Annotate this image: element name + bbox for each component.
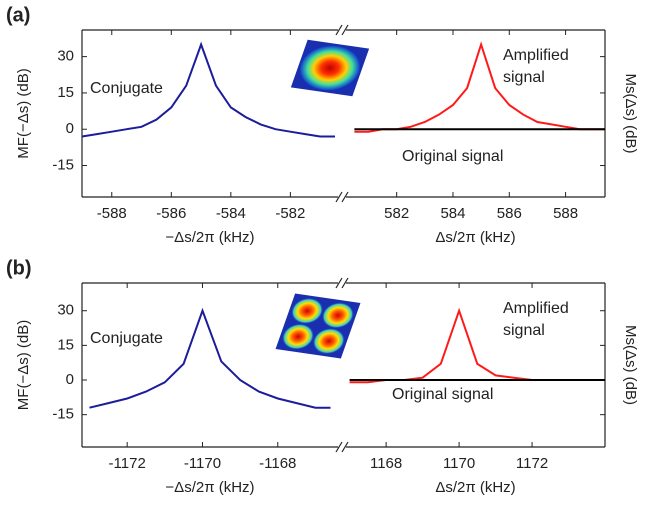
x-tick-label: 588 (553, 205, 578, 222)
inset-mode-a (290, 39, 370, 97)
annotation: Original signal (402, 148, 504, 165)
x-axis-label: Δs/2π (kHz) (435, 479, 515, 496)
inset-mode-b (275, 293, 361, 359)
x-tick-label: -1170 (184, 455, 221, 472)
series-label: Conjugate (90, 330, 163, 347)
data-line (89, 307, 331, 409)
axis-break (335, 24, 343, 36)
y-tick-label: 15 (57, 336, 74, 353)
axis-break (335, 441, 343, 453)
y-tick-label: 30 (57, 302, 74, 319)
x-tick-label: -1168 (259, 455, 296, 472)
y-tick-label: 15 (57, 84, 74, 101)
y-tick-label: 0 (66, 120, 74, 137)
x-tick-label: -582 (275, 205, 305, 222)
axis-break (341, 191, 349, 203)
y-tick-label: -15 (52, 406, 74, 423)
annotation: Amplified signal (503, 47, 569, 86)
y2-axis-label: Ms(Δs) (dB) (622, 73, 639, 153)
panel-label: (a) (6, 4, 30, 26)
series-label: Original signal (402, 148, 504, 165)
axis-break (341, 277, 349, 289)
y-tick-label: -15 (52, 157, 74, 174)
x-axis-label: −Δs/2π (kHz) (165, 229, 254, 246)
x-tick-label: 584 (440, 205, 465, 222)
x-axis-label: Δs/2π (kHz) (435, 229, 515, 246)
x-tick-label: -1172 (109, 455, 146, 472)
y2-axis-label: Ms(Δs) (dB) (622, 325, 639, 405)
series-label: Amplified signal (503, 300, 569, 339)
series-label: Conjugate (90, 80, 163, 97)
annotation: Original signal (392, 386, 494, 403)
x-tick-label: 1170 (443, 455, 475, 472)
x-tick-label: 582 (384, 205, 409, 222)
annotation: Conjugate (90, 330, 163, 347)
annotation: Amplified signal (503, 300, 569, 339)
axis-break (341, 24, 349, 36)
annotation: Conjugate (90, 80, 163, 97)
y-axis-label: MF(−Δs) (dB) (15, 68, 32, 158)
series-label: Original signal (392, 386, 494, 403)
y-tick-label: 30 (57, 48, 74, 65)
y-axis-label: MF(−Δs) (dB) (15, 320, 32, 410)
series-label: Amplified signal (503, 47, 569, 86)
axis-break (335, 277, 343, 289)
data-line (81, 41, 335, 138)
axis-break (341, 441, 349, 453)
x-tick-label: -586 (156, 205, 186, 222)
x-tick-label: 586 (497, 205, 522, 222)
x-tick-label: 1168 (370, 455, 402, 472)
x-axis-label: −Δs/2π (kHz) (165, 479, 254, 496)
panel-label: (b) (6, 257, 32, 279)
x-tick-label: 1172 (516, 455, 548, 472)
x-tick-label: -584 (216, 205, 246, 222)
x-tick-label: -588 (97, 205, 127, 222)
y-tick-label: 0 (66, 371, 74, 388)
axis-break (335, 191, 343, 203)
